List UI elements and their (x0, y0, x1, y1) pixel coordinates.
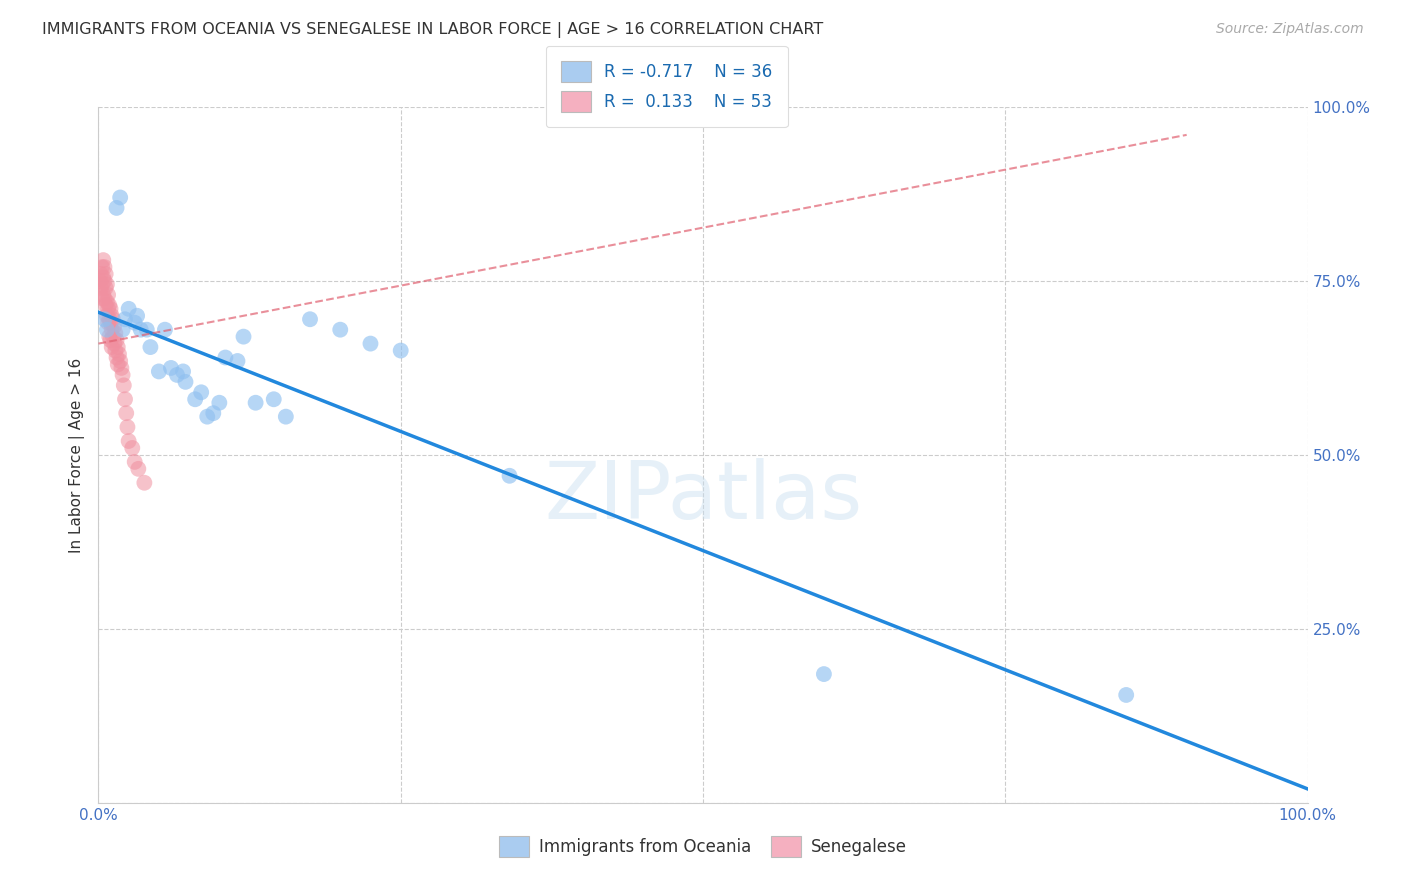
Point (100, 340, 122, 354)
Text: Source: ZipAtlas.com: Source: ZipAtlas.com (1216, 22, 1364, 37)
Point (299, 312, 322, 326)
Point (498, 468, 520, 483)
Point (129, 323, 152, 337)
Point (114, 312, 136, 326)
Point (124, 316, 146, 330)
Point (135, 323, 157, 337)
Point (184, 392, 207, 407)
Point (98, 329, 121, 343)
Text: IMMIGRANTS FROM OCEANIA VS SENEGALESE IN LABOR FORCE | AGE > 16 CORRELATION CHAR: IMMIGRANTS FROM OCEANIA VS SENEGALESE IN… (42, 22, 824, 38)
Point (1115, 688, 1137, 702)
Point (118, 301, 141, 316)
Point (117, 420, 139, 434)
Point (93, 260, 115, 274)
Point (96, 323, 118, 337)
Point (90, 281, 112, 295)
Point (96, 294, 118, 309)
Point (139, 340, 162, 354)
Point (104, 343, 127, 358)
Point (94, 281, 117, 295)
Point (111, 323, 134, 337)
Point (124, 455, 146, 469)
Point (813, 667, 835, 681)
Point (101, 329, 124, 343)
Point (93, 312, 115, 326)
Point (232, 329, 254, 343)
Point (274, 409, 297, 424)
Point (89, 274, 111, 288)
Point (108, 347, 131, 361)
Point (115, 406, 138, 420)
Point (96, 309, 118, 323)
Point (134, 475, 156, 490)
Point (98, 298, 121, 312)
Point (100, 309, 122, 323)
Point (172, 364, 194, 378)
Point (97, 288, 120, 302)
Point (111, 368, 134, 382)
Point (114, 392, 136, 407)
Point (94, 267, 117, 281)
Point (90, 267, 112, 281)
Point (96, 277, 118, 292)
Point (202, 406, 225, 420)
Point (174, 375, 197, 389)
Point (103, 319, 125, 334)
Point (118, 434, 141, 448)
Point (104, 326, 127, 340)
Point (91, 288, 114, 302)
Point (148, 364, 170, 378)
Point (107, 340, 129, 354)
Point (91, 277, 114, 292)
Point (100, 323, 122, 337)
Point (93, 274, 115, 288)
Point (127, 462, 149, 476)
Legend: Immigrants from Oceania, Senegalese: Immigrants from Oceania, Senegalese (492, 830, 914, 864)
Point (105, 333, 128, 347)
Point (166, 368, 188, 382)
Point (105, 201, 128, 215)
Point (195, 409, 218, 424)
Point (97, 316, 120, 330)
Point (108, 354, 131, 368)
Point (226, 354, 249, 368)
Point (97, 301, 120, 316)
Point (127, 309, 149, 323)
Point (103, 336, 125, 351)
Point (110, 360, 132, 375)
Point (100, 316, 122, 330)
Point (91, 260, 114, 274)
Point (153, 323, 176, 337)
Point (94, 298, 117, 312)
Point (98, 312, 121, 326)
Point (91, 291, 114, 305)
Point (108, 190, 131, 204)
Point (101, 312, 124, 326)
Point (105, 351, 128, 365)
Point (93, 291, 115, 305)
Point (329, 323, 352, 337)
Point (214, 351, 236, 365)
Point (100, 333, 122, 347)
Point (107, 358, 129, 372)
Point (245, 396, 267, 410)
Point (91, 270, 114, 285)
Point (208, 396, 231, 410)
Point (112, 378, 135, 392)
Point (121, 441, 143, 455)
Point (100, 301, 122, 316)
Point (91, 253, 114, 268)
Point (190, 385, 212, 400)
Point (263, 392, 285, 407)
Point (389, 343, 412, 358)
Point (160, 360, 183, 375)
Text: ZIPatlas: ZIPatlas (544, 458, 862, 536)
Point (360, 336, 382, 351)
Y-axis label: In Labor Force | Age > 16: In Labor Force | Age > 16 (69, 358, 84, 552)
